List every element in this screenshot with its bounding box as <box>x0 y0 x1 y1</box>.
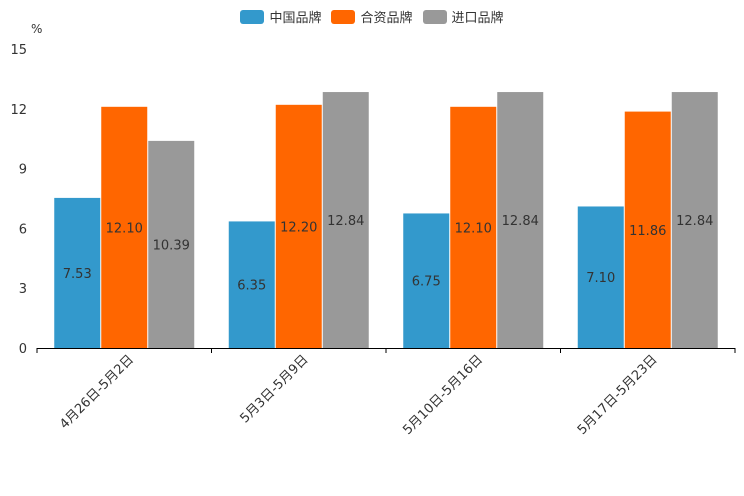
data-label: 12.10 <box>106 221 143 236</box>
data-label: 12.84 <box>676 214 713 229</box>
legend-swatch-china-brand <box>240 9 265 24</box>
data-label: 12.20 <box>280 220 317 235</box>
legend: 中国品牌 合资品牌 进口品牌 <box>0 7 744 26</box>
data-label: 12.84 <box>327 214 364 229</box>
bar-3-3 <box>497 92 544 348</box>
bar-2-1 <box>101 106 148 348</box>
bar-1-1 <box>54 197 101 348</box>
y-tick-label: 6 <box>19 222 27 237</box>
data-label: 12.10 <box>455 221 492 236</box>
x-tick-label: 5月17日-5月23日 <box>575 352 661 438</box>
x-tick-label: 4月26日-5月2日 <box>57 352 137 432</box>
legend-label-import-brand: 进口品牌 <box>451 11 504 26</box>
bar-2-4 <box>624 111 671 348</box>
data-label: 10.39 <box>153 238 190 253</box>
bar-1-2 <box>228 221 275 348</box>
legend-label-joint-venture-brand: 合资品牌 <box>360 11 413 26</box>
data-label: 6.75 <box>412 275 441 290</box>
data-label: 11.86 <box>629 224 666 239</box>
bar-1-3 <box>403 213 450 348</box>
bar-3-1 <box>148 140 195 348</box>
data-label: 7.53 <box>63 267 92 282</box>
y-tick-label: 3 <box>19 282 27 297</box>
legend-item-china-brand[interactable]: 中国品牌 <box>240 7 321 26</box>
y-tick-label: 0 <box>19 342 27 357</box>
y-tick-label: 12 <box>10 103 27 118</box>
y-axis-unit-label: % <box>31 22 42 36</box>
data-label: 7.10 <box>586 271 615 286</box>
bar-2-2 <box>275 104 322 349</box>
legend-item-joint-venture-brand[interactable]: 合资品牌 <box>331 7 413 26</box>
legend-swatch-joint-venture-brand <box>331 9 356 24</box>
bar-3-4 <box>671 92 718 348</box>
bar-2-3 <box>450 106 497 348</box>
data-label: 12.84 <box>502 214 539 229</box>
legend-swatch-import-brand <box>422 9 447 24</box>
legend-item-import-brand[interactable]: 进口品牌 <box>422 7 504 26</box>
x-tick-label: 5月3日-5月9日 <box>237 352 311 426</box>
legend-label-china-brand: 中国品牌 <box>269 11 322 26</box>
y-tick-label: 9 <box>19 163 27 178</box>
x-tick-label: 5月10日-5月16日 <box>400 352 486 438</box>
y-tick-label: 15 <box>10 43 27 58</box>
bar-3-2 <box>322 92 369 348</box>
bar-1-4 <box>577 206 624 348</box>
data-label: 6.35 <box>237 279 266 294</box>
